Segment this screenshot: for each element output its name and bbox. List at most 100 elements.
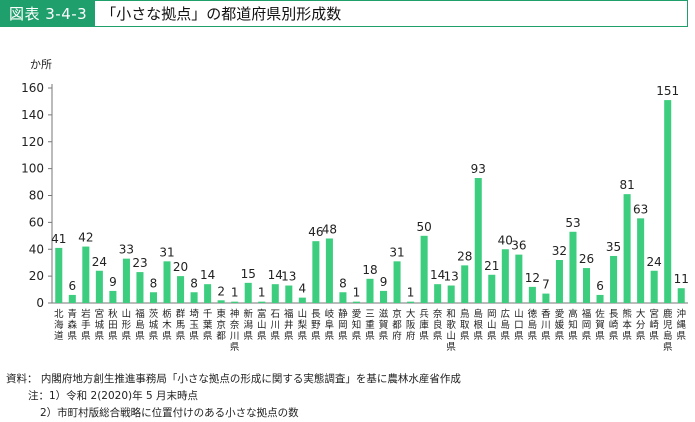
x-tick-label-兵庫県: 兵庫県: [419, 308, 429, 342]
data-label-福岡県: 26: [579, 252, 594, 266]
x-tick-label-鳥取県: 鳥取県: [460, 308, 470, 342]
data-label-岩手県: 42: [78, 231, 93, 245]
source-note: 資料： 内閣府地方創生推進事務局「小さな拠点の形成に関する実態調査」を基に農林水…: [6, 373, 461, 385]
data-label-山梨県: 4: [299, 282, 307, 296]
data-label-大阪府: 1: [407, 286, 415, 300]
x-tick-label-秋田県: 秋田県: [108, 308, 118, 342]
y-tick-label: 20: [29, 269, 44, 283]
x-tick-label-愛知県: 愛知県: [352, 308, 362, 342]
bar-北海道: [55, 247, 63, 303]
data-label-千葉県: 14: [200, 268, 215, 282]
bar-秋田県: [109, 290, 117, 303]
x-tick-label-長崎県: 長崎県: [609, 309, 619, 342]
y-tick-label: 80: [29, 189, 44, 203]
bar-島根県: [474, 178, 482, 303]
bar-京都府: [393, 261, 401, 303]
y-tick-label: 40: [29, 242, 44, 256]
bar-岩手県: [82, 246, 90, 303]
data-label-岐阜県: 48: [322, 223, 337, 237]
bar-愛知県: [352, 301, 360, 303]
x-tick-label-栃木県: 栃木県: [162, 308, 172, 342]
x-tick-label-高知県: 高知県: [568, 308, 578, 342]
bar-熊本県: [623, 194, 631, 303]
bar-福島県: [136, 272, 144, 303]
x-tick-label-佐賀県: 佐賀県: [595, 308, 605, 342]
bar-滋賀県: [380, 290, 388, 303]
x-tick-label-静岡県: 静岡県: [338, 308, 348, 342]
data-label-広島県: 40: [498, 233, 513, 247]
data-label-長崎県: 35: [606, 240, 621, 254]
data-label-群馬県: 20: [173, 260, 188, 274]
data-label-熊本県: 81: [619, 178, 634, 192]
x-tick-label-長野県: 長野県: [311, 309, 321, 342]
x-tick-label-岡山県: 岡山県: [487, 309, 497, 342]
x-tick-label-北海道: 北海道: [54, 309, 64, 342]
x-tick-label-富山県: 富山県: [257, 308, 267, 342]
data-label-福井県: 13: [281, 270, 296, 284]
x-tick-label-宮崎県: 宮崎県: [649, 308, 659, 342]
bar-新潟県: [244, 282, 252, 303]
x-tick-label-茨城県: 茨城県: [149, 308, 159, 342]
x-tick-label-愛媛県: 愛媛県: [555, 308, 565, 342]
bar-大阪府: [407, 301, 415, 303]
x-tick-label-群馬県: 群馬県: [176, 308, 186, 342]
x-tick-label-香川県: 香川県: [541, 309, 551, 342]
bar-静岡県: [339, 292, 347, 303]
bar-石川県: [271, 284, 279, 303]
x-tick-label-石川県: 石川県: [271, 309, 281, 342]
bar-長野県: [312, 241, 320, 303]
bar-神奈川県: [231, 301, 239, 303]
x-tick-label-山梨県: 山梨県: [298, 309, 308, 342]
data-label-愛媛県: 32: [552, 244, 567, 258]
bar-愛媛県: [555, 260, 563, 303]
x-tick-label-岐阜県: 岐阜県: [325, 308, 335, 342]
x-tick-label-埼玉県: 埼玉県: [189, 308, 199, 342]
y-tick-label: 100: [21, 162, 44, 176]
x-tick-label-岩手県: 岩手県: [81, 308, 91, 342]
bar-千葉県: [204, 284, 212, 303]
data-label-高知県: 53: [565, 216, 580, 230]
x-tick-label-滋賀県: 滋賀県: [379, 308, 389, 342]
x-tick-label-宮城県: 宮城県: [95, 308, 105, 342]
bar-奈良県: [434, 284, 442, 303]
bar-香川県: [542, 293, 550, 303]
data-label-鹿児島県: 151: [656, 84, 679, 98]
data-label-宮崎県: 24: [647, 255, 662, 269]
bar-兵庫県: [420, 235, 428, 303]
x-tick-label-青森県: 青森県: [68, 308, 78, 342]
x-tick-label-福岡県: 福岡県: [582, 308, 592, 342]
data-label-東京都: 2: [217, 284, 225, 298]
figure-title: 「小さな拠点」の都道府県別形成数: [101, 5, 342, 23]
data-label-秋田県: 9: [109, 275, 117, 289]
data-label-岡山県: 21: [484, 259, 499, 273]
bar-東京都: [217, 300, 225, 303]
data-label-新潟県: 15: [241, 267, 256, 281]
x-tick-label-大分県: 大分県: [636, 308, 646, 342]
data-label-北海道: 41: [51, 232, 66, 246]
x-tick-label-広島県: 広島県: [501, 308, 511, 342]
data-label-滋賀県: 9: [380, 275, 388, 289]
y-axis-unit-label: か所: [30, 58, 52, 71]
x-tick-label-神奈川県: 神奈川県: [230, 308, 240, 353]
bar-長崎県: [610, 255, 618, 303]
data-label-福島県: 23: [132, 256, 147, 270]
data-label-愛知県: 1: [353, 286, 361, 300]
bar-佐賀県: [596, 294, 604, 303]
bar-高知県: [569, 231, 577, 303]
data-label-青森県: 6: [68, 279, 76, 293]
bar-岡山県: [488, 274, 496, 303]
data-label-静岡県: 8: [339, 276, 347, 290]
figure-label: 図表 3-4-3: [1, 1, 96, 26]
x-tick-label-熊本県: 熊本県: [622, 308, 632, 342]
bar-福岡県: [582, 268, 591, 303]
data-label-三重県: 18: [362, 263, 377, 277]
y-tick-label: 120: [21, 135, 44, 149]
data-label-栃木県: 31: [159, 245, 174, 259]
x-tick-label-鹿児島県: 鹿児島県: [663, 308, 673, 353]
data-label-香川県: 7: [542, 278, 550, 292]
x-tick-label-福島県: 福島県: [135, 308, 145, 342]
x-tick-label-山形県: 山形県: [122, 309, 132, 342]
x-tick-label-千葉県: 千葉県: [203, 309, 213, 342]
bar-chart: か所02040608010012014016041北海道6青森県42岩手県24宮…: [21, 58, 689, 353]
data-label-山形県: 33: [119, 243, 134, 257]
